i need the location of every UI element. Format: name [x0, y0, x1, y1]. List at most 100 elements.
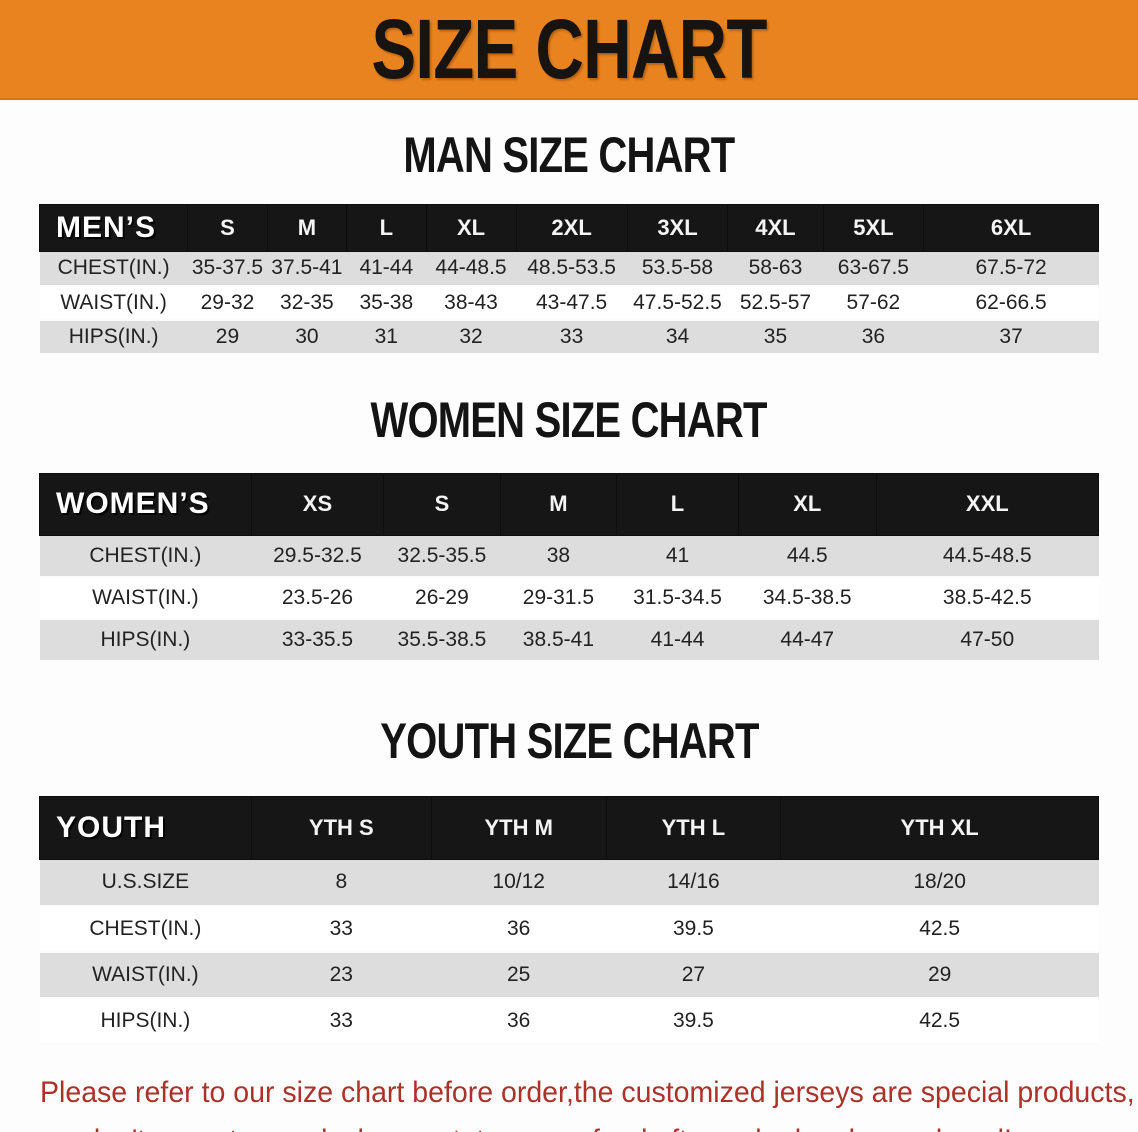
table-row: WAIST(IN.) 23 25 27 29 [39, 951, 1099, 998]
size-value-cell: 37.5-41 [271, 256, 343, 280]
women-section-title: WOMEN SIZE CHART [370, 391, 768, 448]
size-column-header: YTH L [605, 796, 782, 860]
table-row: HIPS(IN.) 29 30 31 32 33 34 35 36 37 [39, 319, 1099, 354]
size-value-cell: 23.5-26 [281, 586, 354, 609]
size-value-cell: 29.5-32.5 [273, 543, 362, 567]
size-value-cell: 33-35.5 [281, 628, 354, 651]
size-value-cell: 63-67.5 [837, 256, 909, 280]
size-value-cell: 31 [374, 324, 398, 348]
size-column-header: L [346, 204, 427, 252]
size-column-header: S [383, 472, 501, 536]
women-group-label: WOMEN’S [39, 472, 252, 536]
size-value-cell: 31.5-34.5 [633, 586, 722, 609]
banner-title: SIZE CHART [371, 2, 767, 96]
men-section-title: MAN SIZE CHART [403, 127, 735, 183]
order-policy-line2: we don't accept cancel, change, teturn o… [40, 1117, 1066, 1132]
size-value-cell: 32 [459, 324, 483, 348]
size-value-cell: 32-35 [280, 290, 334, 314]
row-label: HIPS(IN.) [68, 324, 159, 348]
size-value-cell: 41-44 [359, 256, 414, 280]
size-value-cell: 39.5 [672, 916, 714, 940]
size-column-header: 3XL [626, 204, 729, 252]
size-column-header: YTH S [250, 796, 432, 860]
size-value-cell: 52.5-57 [739, 290, 812, 314]
row-label: WAIST(IN.) [92, 962, 199, 986]
size-value-cell: 44-47 [780, 628, 835, 651]
size-value-cell: 58-63 [748, 256, 803, 280]
table-row: CHEST(IN.) 29.5-32.5 32.5-35.5 38 41 44.5 44.5… [39, 535, 1099, 577]
size-value-cell: 39.5 [672, 1008, 714, 1032]
size-column-header: YTH M [430, 796, 607, 860]
size-value-cell: 41-44 [650, 628, 705, 651]
row-label: CHEST(IN.) [89, 543, 202, 567]
row-label: U.S.SIZE [101, 870, 190, 894]
size-column-header: M [266, 204, 348, 252]
size-column-header: L [616, 472, 739, 536]
size-column-header: YTH XL [780, 796, 1099, 860]
size-column-header: M [499, 472, 618, 536]
size-value-cell: 44.5 [786, 543, 828, 567]
size-value-cell: 53.5-58 [641, 256, 714, 280]
women-header-row: WOMEN’S XS S M L XL XXL [39, 472, 1100, 536]
youth-header-row: YOUTH YTH S YTH M YTH L YTH XL [39, 796, 1099, 860]
order-policy-notice: Please refer to our size chart before or… [40, 1069, 1135, 1132]
row-label: HIPS(IN.) [100, 628, 191, 651]
size-value-cell: 44-48.5 [435, 256, 507, 280]
size-value-cell: 35 [763, 324, 788, 348]
size-value-cell: 34 [665, 324, 690, 348]
size-value-cell: 33 [329, 1008, 353, 1032]
size-value-cell: 29-32 [200, 290, 255, 314]
row-label: CHEST(IN.) [89, 916, 202, 940]
size-value-cell: 33 [329, 916, 353, 940]
size-value-cell: 25 [507, 962, 531, 986]
size-value-cell: 43-47.5 [535, 290, 608, 314]
men-header-row: MEN’S S M L XL 2XL 3XL 4XL 5XL 6XL [38, 204, 1099, 252]
size-value-cell: 26-29 [415, 586, 469, 609]
youth-group-label: YOUTH [39, 796, 252, 860]
size-value-cell: 29-31.5 [522, 586, 595, 609]
row-label: CHEST(IN.) [57, 256, 170, 280]
banner: SIZE CHART [0, 0, 1138, 100]
size-value-cell: 57-62 [846, 290, 901, 314]
table-row: HIPS(IN.) 33 36 39.5 42.5 [39, 997, 1099, 1044]
order-policy-line1: Please refer to our size chart before or… [40, 1075, 1135, 1109]
size-column-header: XS [250, 472, 385, 536]
size-column-header: 2XL [515, 204, 628, 252]
size-value-cell: 29 [927, 962, 952, 986]
size-value-cell: 8 [335, 870, 348, 894]
size-column-header: XL [425, 204, 517, 252]
size-value-cell: 32.5-35.5 [397, 543, 487, 567]
size-column-header: XL [737, 472, 877, 536]
size-value-cell: 14/16 [667, 870, 720, 894]
size-value-cell: 42.5 [919, 916, 961, 940]
row-label: HIPS(IN.) [100, 1008, 191, 1032]
size-value-cell: 44.5-48.5 [942, 543, 1032, 567]
youth-section-title: YOUTH SIZE CHART [379, 713, 759, 769]
size-value-cell: 38 [546, 543, 571, 567]
size-value-cell: 35-38 [359, 290, 414, 314]
size-column-header: S [187, 204, 268, 252]
size-value-cell: 35.5-38.5 [397, 628, 487, 651]
size-value-cell: 18/20 [913, 870, 966, 894]
size-value-cell: 36 [507, 916, 531, 940]
size-column-header: 5XL [822, 204, 925, 252]
size-value-cell: 62-66.5 [975, 290, 1047, 314]
men-group-label: MEN’S [38, 204, 189, 252]
table-row: CHEST(IN.) 35-37.5 37.5-41 41-44 44-48.5 48.5… [39, 251, 1099, 286]
table-row: HIPS(IN.) 33-35.5 35.5-38.5 38.5-41 41-44 44-… [39, 619, 1099, 661]
size-value-cell: 10/12 [492, 870, 545, 894]
size-value-cell: 38-43 [444, 290, 498, 314]
youth-size-table: YOUTH YTH S YTH M YTH L YTH XL U.S.SIZE 8 10/… [39, 796, 1099, 1045]
size-value-cell: 38.5-42.5 [942, 586, 1032, 609]
size-value-cell: 37 [999, 324, 1023, 348]
size-value-cell: 29 [215, 324, 240, 348]
size-value-cell: 30 [295, 324, 319, 348]
row-label: WAIST(IN.) [60, 290, 167, 314]
size-value-cell: 42.5 [919, 1008, 961, 1032]
table-row: CHEST(IN.) 33 36 39.5 42.5 [39, 905, 1099, 952]
men-size-table: MEN’S S M L XL 2XL 3XL 4XL 5XL 6XL CHEST(IN.) 35-… [38, 204, 1099, 355]
size-value-cell: 34.5-38.5 [762, 586, 852, 609]
size-column-header: 4XL [727, 204, 824, 252]
size-value-cell: 23 [329, 962, 353, 986]
